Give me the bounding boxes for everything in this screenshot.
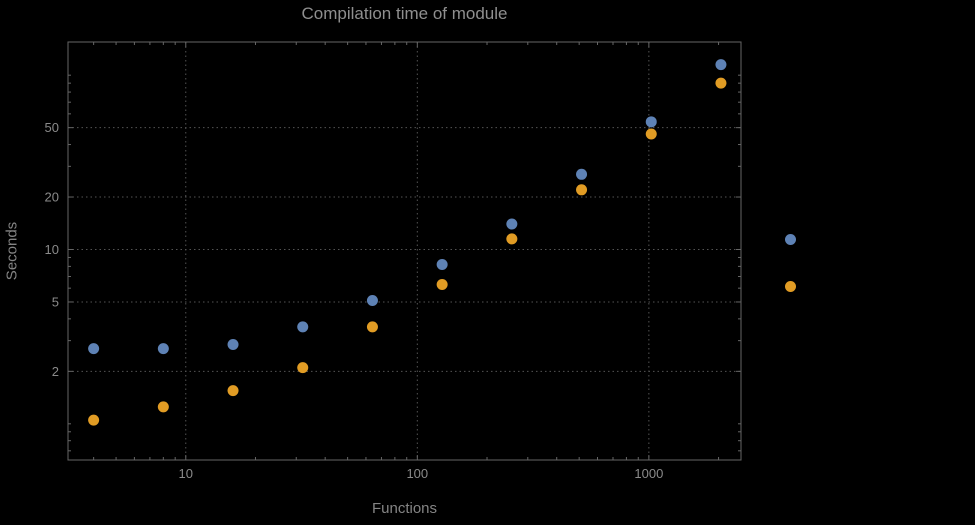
chart-title: Compilation time of module bbox=[301, 4, 508, 23]
data-point-blue-256 bbox=[506, 218, 518, 230]
plot-frame bbox=[67, 41, 742, 461]
data-point-orange-4 bbox=[88, 414, 100, 426]
legend-marker-orange bbox=[785, 281, 796, 292]
data-point-blue-4 bbox=[88, 343, 100, 355]
data-point-orange-16 bbox=[227, 385, 239, 397]
data-point-blue-1024 bbox=[645, 116, 657, 128]
data-point-blue-128 bbox=[436, 259, 448, 271]
y-tick-label-2: 2 bbox=[52, 364, 59, 379]
y-tick-label-5: 5 bbox=[52, 294, 59, 309]
y-tick-label-50: 50 bbox=[45, 120, 59, 135]
x-tick-label-1000: 1000 bbox=[634, 466, 663, 481]
y-axis-label: Seconds bbox=[3, 221, 21, 281]
x-axis-label: Functions bbox=[371, 500, 438, 517]
x-tick-label-10: 10 bbox=[179, 466, 193, 481]
data-point-orange-64 bbox=[366, 321, 378, 333]
y-tick-label-20: 20 bbox=[45, 190, 59, 205]
data-point-blue-16 bbox=[227, 339, 239, 351]
data-point-orange-2048 bbox=[715, 77, 727, 89]
data-point-orange-128 bbox=[436, 278, 448, 290]
data-point-blue-8 bbox=[157, 343, 169, 355]
data-point-blue-2048 bbox=[715, 59, 727, 71]
data-point-blue-512 bbox=[576, 168, 588, 180]
data-point-orange-512 bbox=[576, 184, 588, 196]
data-point-orange-1024 bbox=[645, 128, 657, 140]
data-point-blue-64 bbox=[366, 294, 378, 306]
y-tick-label-10: 10 bbox=[45, 242, 59, 257]
legend-marker-blue bbox=[785, 234, 796, 245]
x-tick-label-100: 100 bbox=[406, 466, 428, 481]
data-point-orange-256 bbox=[506, 233, 518, 245]
data-point-blue-32 bbox=[297, 321, 309, 333]
data-point-orange-8 bbox=[157, 401, 169, 413]
data-point-orange-32 bbox=[297, 362, 309, 374]
